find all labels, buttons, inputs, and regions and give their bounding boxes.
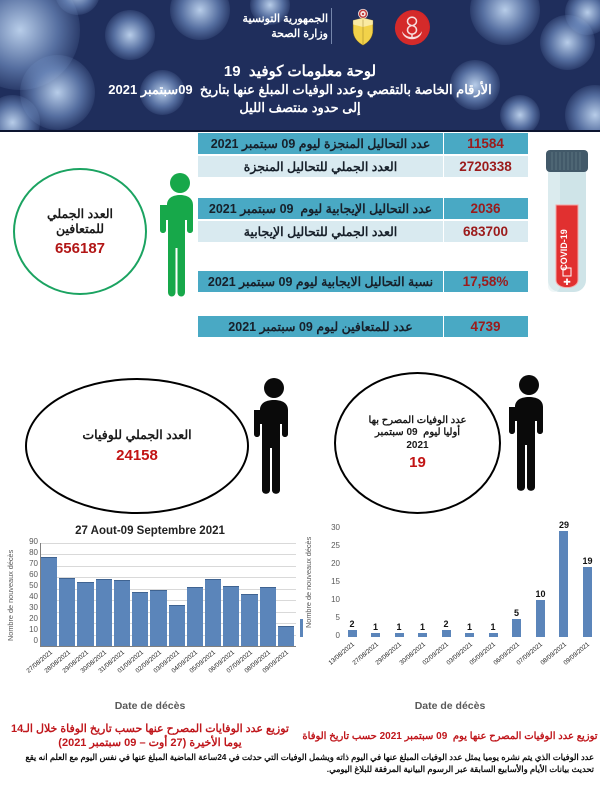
- svg-text:✚: ✚: [563, 277, 571, 287]
- svg-text:COVID-19: COVID-19: [559, 229, 569, 271]
